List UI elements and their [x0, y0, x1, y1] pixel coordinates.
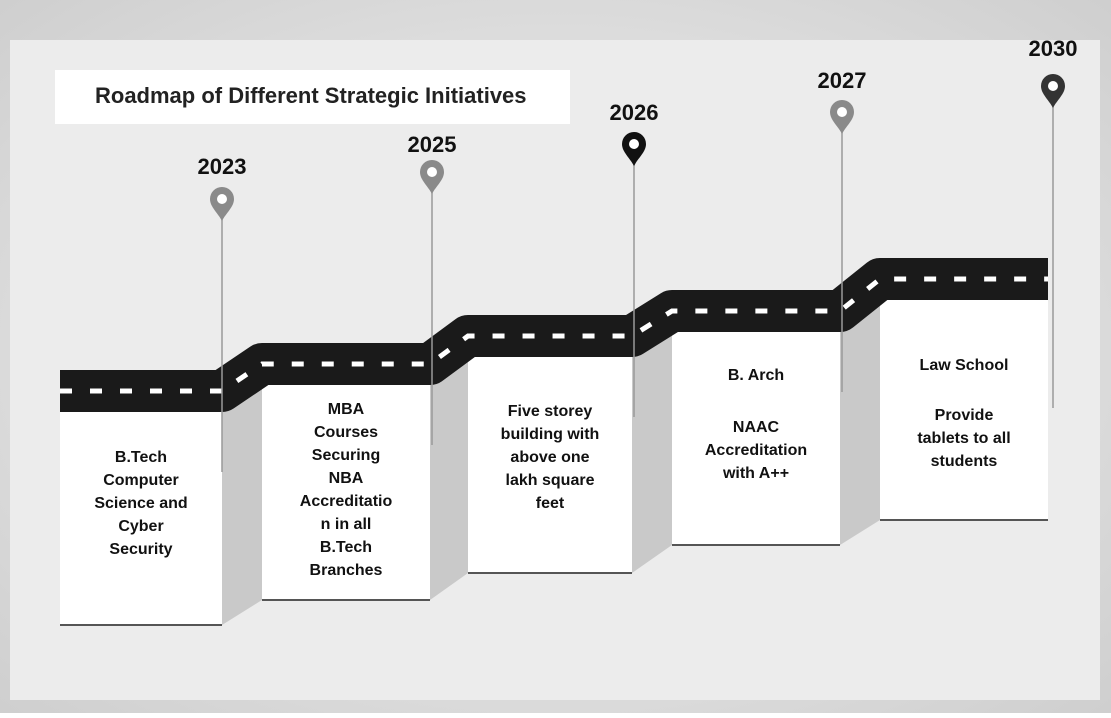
milestone-text: Cyber — [118, 518, 163, 535]
milestone-text: MBA — [328, 401, 365, 418]
pin-hole — [629, 139, 639, 149]
milestone-text: NBA — [329, 470, 364, 487]
milestone-text: tablets to all — [917, 430, 1010, 447]
pin-hole — [427, 167, 437, 177]
year: 2030 — [1029, 36, 1078, 61]
milestone-text: feet — [536, 495, 565, 512]
milestone-text: with A++ — [722, 465, 789, 482]
year: 2026 — [610, 100, 659, 125]
milestone-text: Provide — [935, 407, 994, 424]
milestone-text: B.Tech — [115, 449, 167, 466]
page: Roadmap of Different Strategic Initiativ… — [0, 0, 1111, 713]
pin-hole — [1048, 81, 1058, 91]
milestone-text: Securing — [312, 447, 380, 464]
pin-hole — [837, 107, 847, 117]
milestone-text: B. Arch — [728, 367, 784, 384]
milestone-text: Security — [109, 541, 172, 558]
connector — [222, 385, 262, 625]
roadmap: Roadmap of Different Strategic Initiativ… — [0, 0, 1111, 713]
title: Roadmap of Different Strategic Initiativ… — [95, 83, 527, 108]
milestone-text: Accreditatio — [300, 493, 393, 510]
milestone-text: NAAC — [733, 419, 780, 436]
connector — [430, 357, 468, 600]
connector — [840, 300, 880, 545]
milestone-text: Accreditation — [705, 442, 807, 459]
milestone-text: students — [931, 453, 998, 470]
milestone-text: building with — [501, 426, 600, 443]
milestone-text: above one — [510, 449, 589, 466]
milestone-text: Computer — [103, 472, 179, 489]
year: 2023 — [198, 154, 247, 179]
milestone-text: Courses — [314, 424, 378, 441]
year: 2027 — [818, 68, 867, 93]
milestone-text: lakh square — [506, 472, 595, 489]
panel — [672, 332, 840, 545]
milestone-text: Branches — [310, 562, 383, 579]
pin-hole — [217, 194, 227, 204]
milestone-text: Science and — [94, 495, 187, 512]
year: 2025 — [408, 132, 457, 157]
milestone-text: n in all — [321, 516, 372, 533]
milestone-text: Law School — [920, 357, 1009, 374]
connector — [632, 332, 672, 573]
milestone-text: Five storey — [508, 403, 593, 420]
milestone-text: B.Tech — [320, 539, 372, 556]
